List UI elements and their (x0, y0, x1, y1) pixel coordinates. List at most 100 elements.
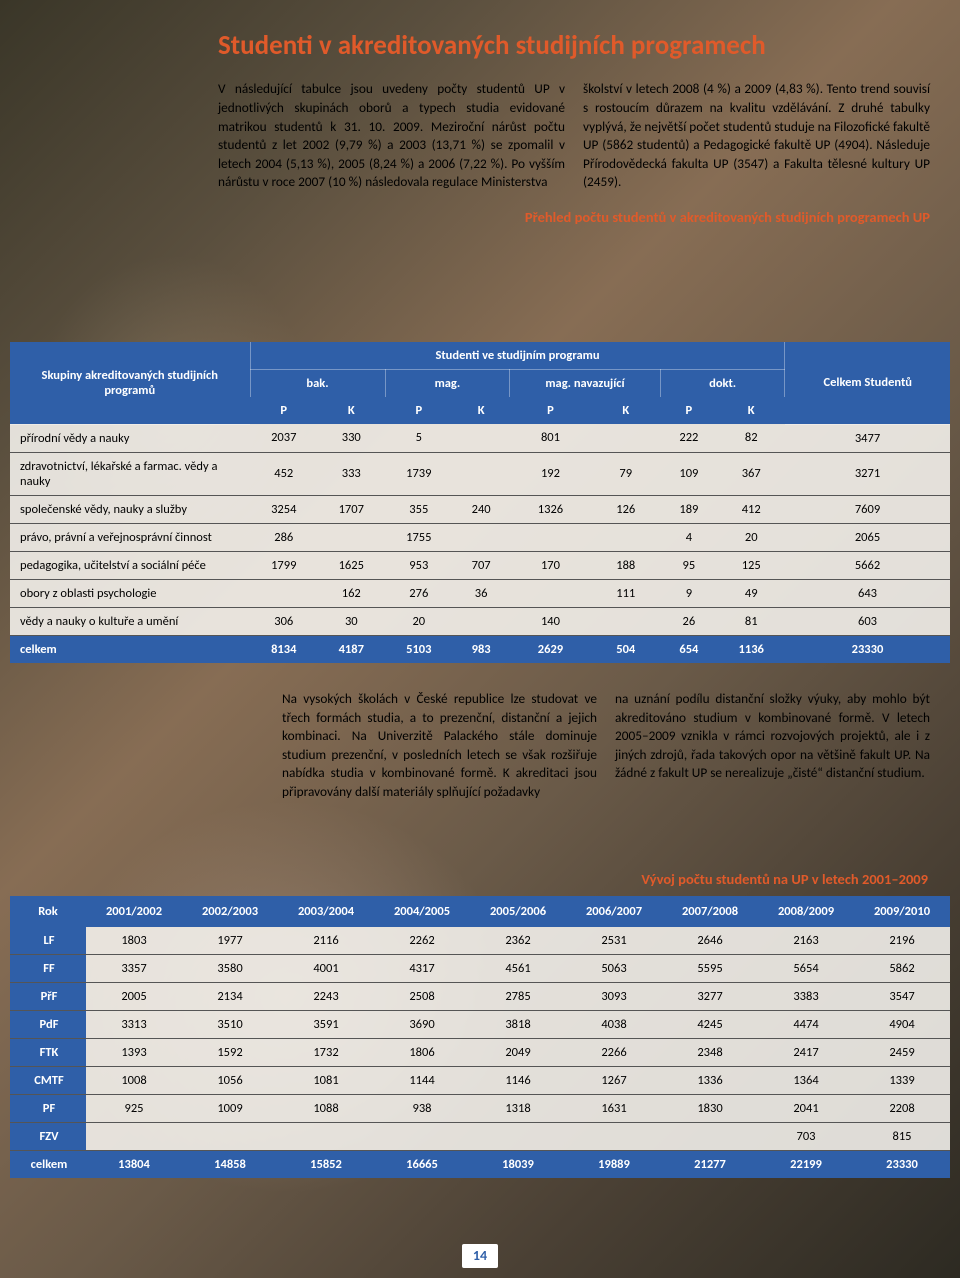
cell: 20 (385, 607, 453, 635)
table-row: zdravotnictví, lékařské a farmac. vědy a… (10, 452, 950, 495)
cell: 330 (318, 424, 386, 452)
cell: 36 (453, 579, 510, 607)
cell: 1146 (470, 1067, 566, 1095)
cell: 1336 (662, 1067, 758, 1095)
year-col: 2005/2006 (470, 896, 566, 927)
cell: 26 (660, 607, 717, 635)
t1-subcol: K (591, 397, 660, 424)
year-col: 2009/2010 (854, 896, 950, 927)
row-label: celkem (10, 635, 250, 663)
t1-subcol: P (385, 397, 453, 424)
cell (182, 1123, 278, 1151)
cell: 2005 (86, 983, 182, 1011)
row-label: vědy a nauky o kultuře a umění (10, 607, 250, 635)
article-body: Studenti v akreditovaných studijních pro… (218, 30, 930, 232)
cell: 5654 (758, 955, 854, 983)
t1-g3: dokt. (660, 370, 785, 398)
cell: 125 (717, 551, 785, 579)
row-label: CMTF (10, 1067, 86, 1095)
row-total: 23330 (785, 635, 950, 663)
year-col: 2001/2002 (86, 896, 182, 927)
cell: 1732 (278, 1039, 374, 1067)
cell: 1799 (250, 551, 318, 579)
cell: 2417 (758, 1039, 854, 1067)
cell: 1364 (758, 1067, 854, 1095)
cell (278, 1123, 374, 1151)
cell: 5595 (662, 955, 758, 983)
table-row: FZV703815 (10, 1123, 950, 1151)
row-total: 603 (785, 607, 950, 635)
table1-head: Skupiny akreditovaných studijních progra… (10, 342, 950, 424)
year-col: 2007/2008 (662, 896, 758, 927)
cell: 4904 (854, 1011, 950, 1039)
cell: 4317 (374, 955, 470, 983)
cell: 188 (591, 551, 660, 579)
cell: 1008 (86, 1067, 182, 1095)
cell: 23330 (854, 1151, 950, 1179)
cell: 222 (660, 424, 717, 452)
mid-col-left: Na vysokých školách v České republice lz… (282, 690, 597, 802)
cell: 3254 (250, 495, 318, 523)
cell: 1267 (566, 1067, 662, 1095)
table1-body: přírodní vědy a nauky2037330580122282347… (10, 424, 950, 663)
t1-subcol: K (717, 397, 785, 424)
table-row: CMTF100810561081114411461267133613641339 (10, 1067, 950, 1095)
cell: 3383 (758, 983, 854, 1011)
cell: 81 (717, 607, 785, 635)
cell: 276 (385, 579, 453, 607)
row-label: pedagogika, učitelství a sociální péče (10, 551, 250, 579)
table-row: celkem8134418751039832629504654113623330 (10, 635, 950, 663)
cell: 504 (591, 635, 660, 663)
year-col: 2006/2007 (566, 896, 662, 927)
cell (510, 579, 592, 607)
cell: 4038 (566, 1011, 662, 1039)
cell: 170 (510, 551, 592, 579)
row-label: LF (10, 927, 86, 955)
t1-g2: mag. navazující (510, 370, 661, 398)
cell: 5103 (385, 635, 453, 663)
cell: 333 (318, 452, 386, 495)
cell: 19889 (566, 1151, 662, 1179)
cell: 1806 (374, 1039, 470, 1067)
cell: 18039 (470, 1151, 566, 1179)
cell: 452 (250, 452, 318, 495)
cell: 654 (660, 635, 717, 663)
table-row: celkem1380414858158521666518039198892127… (10, 1151, 950, 1179)
cell: 938 (374, 1095, 470, 1123)
intro-col-right: školství v letech 2008 (4 %) a 2009 (4,8… (583, 80, 930, 192)
table-row: FF335735804001431745615063559556545862 (10, 955, 950, 983)
cell: 1144 (374, 1067, 470, 1095)
row-total: 7609 (785, 495, 950, 523)
cell: 3580 (182, 955, 278, 983)
t1-subcol: P (250, 397, 318, 424)
cell: 306 (250, 607, 318, 635)
cell: 2037 (250, 424, 318, 452)
cell: 1009 (182, 1095, 278, 1123)
cell (591, 523, 660, 551)
cell: 3357 (86, 955, 182, 983)
cell: 2362 (470, 927, 566, 955)
table-row: PdF331335103591369038184038424544744904 (10, 1011, 950, 1039)
cell: 707 (453, 551, 510, 579)
cell: 1625 (318, 551, 386, 579)
cell (453, 607, 510, 635)
year-col: 2003/2004 (278, 896, 374, 927)
cell: 815 (854, 1123, 950, 1151)
cell: 1318 (470, 1095, 566, 1123)
cell: 22199 (758, 1151, 854, 1179)
t1-rowheader: Skupiny akreditovaných studijních progra… (10, 342, 250, 424)
cell (86, 1123, 182, 1151)
cell: 126 (591, 495, 660, 523)
cell: 5063 (566, 955, 662, 983)
table-row: společenské vědy, nauky a služby32541707… (10, 495, 950, 523)
cell: 1977 (182, 927, 278, 955)
cell: 3510 (182, 1011, 278, 1039)
cell: 82 (717, 424, 785, 452)
intro-columns: V následující tabulce jsou uvedeny počty… (218, 80, 930, 192)
row-total: 5662 (785, 551, 950, 579)
table-row: přírodní vědy a nauky2037330580122282347… (10, 424, 950, 452)
t1-totalheader: Celkem Studentů (785, 342, 950, 424)
cell: 1136 (717, 635, 785, 663)
row-label: FTK (10, 1039, 86, 1067)
row-total: 2065 (785, 523, 950, 551)
